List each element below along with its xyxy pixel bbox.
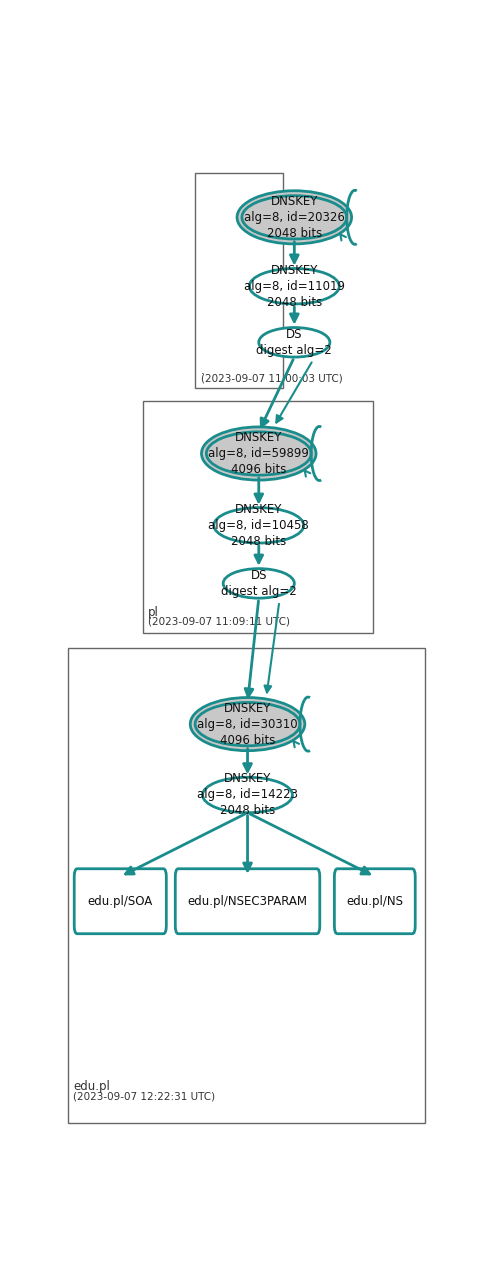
Text: DNSKEY
alg=8, id=59899
4096 bits: DNSKEY alg=8, id=59899 4096 bits <box>208 431 309 475</box>
Text: DNSKEY
alg=8, id=14223
2048 bits: DNSKEY alg=8, id=14223 2048 bits <box>197 772 298 818</box>
Text: .: . <box>201 364 204 377</box>
Text: DNSKEY
alg=8, id=20326
2048 bits: DNSKEY alg=8, id=20326 2048 bits <box>244 194 345 240</box>
Text: DNSKEY
alg=8, id=11019
2048 bits: DNSKEY alg=8, id=11019 2048 bits <box>244 263 345 309</box>
Ellipse shape <box>206 432 311 475</box>
FancyBboxPatch shape <box>334 869 415 934</box>
Text: edu.pl: edu.pl <box>73 1080 110 1093</box>
Ellipse shape <box>201 427 316 481</box>
FancyBboxPatch shape <box>74 869 166 934</box>
Text: (2023-09-07 11:09:11 UTC): (2023-09-07 11:09:11 UTC) <box>148 617 290 626</box>
Text: DS
digest alg=2: DS digest alg=2 <box>221 569 297 598</box>
FancyBboxPatch shape <box>175 869 320 934</box>
Ellipse shape <box>242 196 347 239</box>
FancyBboxPatch shape <box>143 401 373 633</box>
FancyBboxPatch shape <box>195 173 283 387</box>
Ellipse shape <box>237 190 352 244</box>
Text: (2023-09-07 12:22:31 UTC): (2023-09-07 12:22:31 UTC) <box>73 1091 215 1102</box>
Text: DNSKEY
alg=8, id=10458
2048 bits: DNSKEY alg=8, id=10458 2048 bits <box>208 502 309 548</box>
Ellipse shape <box>249 268 339 304</box>
Text: (2023-09-07 11:00:03 UTC): (2023-09-07 11:00:03 UTC) <box>201 373 342 383</box>
Text: DNSKEY
alg=8, id=30310
4096 bits: DNSKEY alg=8, id=30310 4096 bits <box>197 702 298 746</box>
Ellipse shape <box>223 569 294 598</box>
Ellipse shape <box>259 327 330 357</box>
Text: edu.pl/NSEC3PARAM: edu.pl/NSEC3PARAM <box>187 895 308 907</box>
Text: pl: pl <box>148 606 159 619</box>
Text: DS
digest alg=2: DS digest alg=2 <box>256 327 332 357</box>
Text: edu.pl/NS: edu.pl/NS <box>346 895 403 907</box>
Ellipse shape <box>190 698 305 750</box>
Ellipse shape <box>214 507 304 543</box>
Ellipse shape <box>203 777 293 813</box>
Ellipse shape <box>195 703 300 746</box>
FancyBboxPatch shape <box>68 648 426 1122</box>
Text: edu.pl/SOA: edu.pl/SOA <box>87 895 153 907</box>
